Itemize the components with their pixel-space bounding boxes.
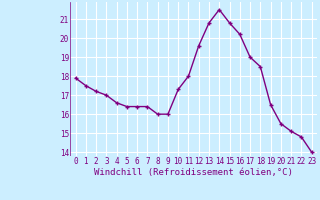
X-axis label: Windchill (Refroidissement éolien,°C): Windchill (Refroidissement éolien,°C) bbox=[94, 168, 293, 177]
